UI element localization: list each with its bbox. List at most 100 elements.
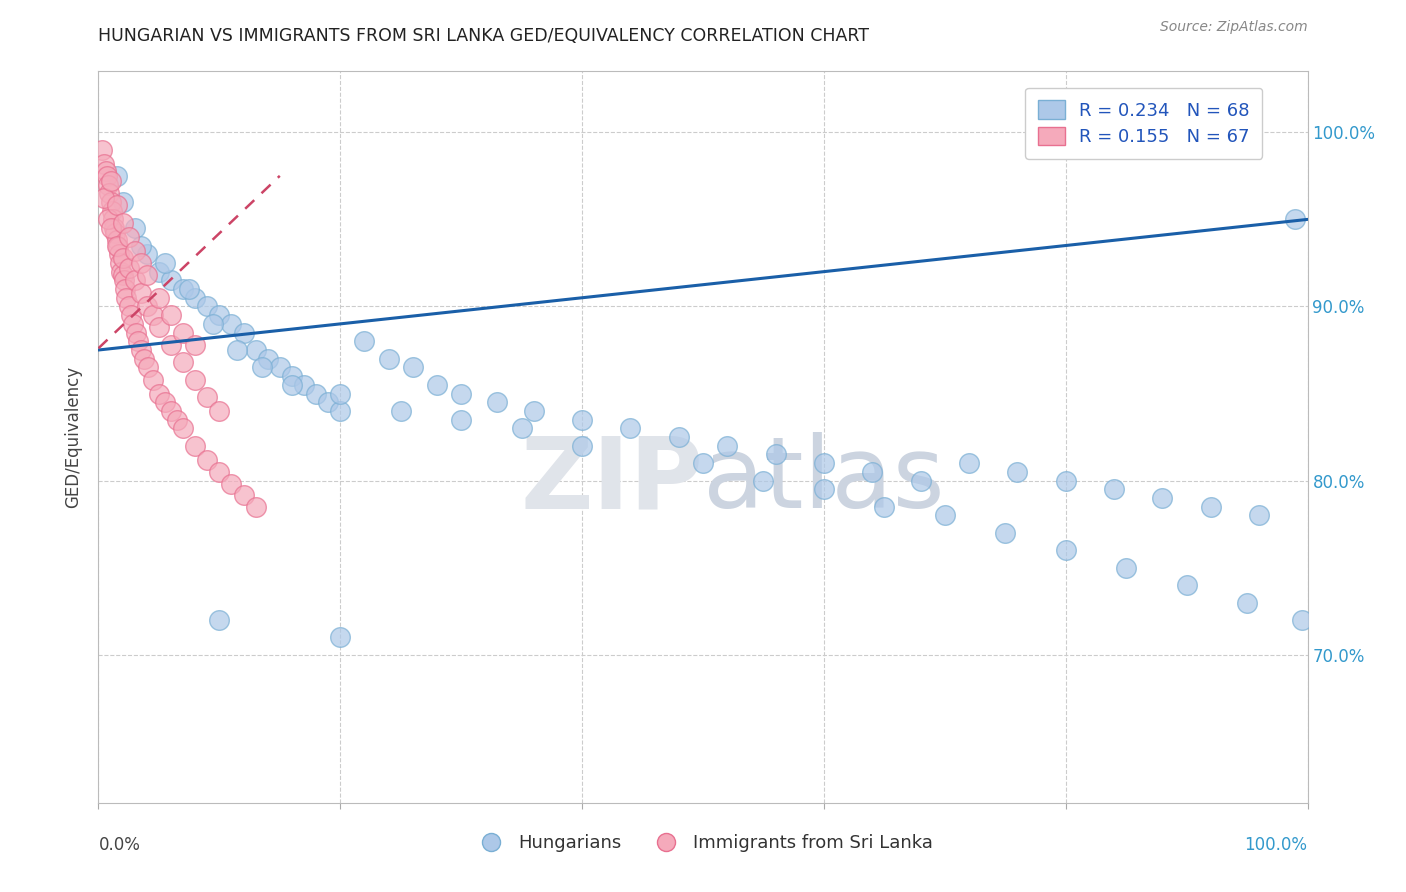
Point: [111, 216, 134, 230]
Point: [1054, 543, 1077, 558]
Point: [108, 256, 131, 270]
Point: [118, 300, 141, 314]
Point: [101, 212, 124, 227]
Point: [245, 500, 267, 514]
Point: [124, 221, 146, 235]
Point: [692, 456, 714, 470]
Point: [135, 268, 157, 282]
Point: [353, 334, 375, 349]
Point: [124, 244, 146, 258]
Point: [184, 373, 207, 387]
Point: [957, 456, 980, 470]
Point: [184, 338, 207, 352]
Text: 0.0%: 0.0%: [98, 837, 141, 855]
Point: [135, 300, 157, 314]
Point: [91, 143, 114, 157]
Point: [256, 351, 278, 366]
Point: [135, 247, 157, 261]
Point: [994, 525, 1017, 540]
Point: [910, 474, 932, 488]
Point: [232, 487, 254, 501]
Point: [450, 412, 472, 426]
Point: [100, 203, 122, 218]
Point: [221, 317, 243, 331]
Text: atlas: atlas: [703, 433, 945, 530]
Point: [208, 465, 231, 479]
Point: [195, 300, 218, 314]
Point: [668, 430, 690, 444]
Point: [221, 477, 243, 491]
Point: [93, 192, 115, 206]
Point: [813, 483, 835, 497]
Point: [195, 452, 218, 467]
Point: [571, 412, 593, 426]
Point: [148, 291, 170, 305]
Point: [172, 282, 194, 296]
Point: [179, 282, 201, 296]
Point: [813, 456, 835, 470]
Point: [208, 404, 231, 418]
Point: [426, 377, 449, 392]
Point: [108, 247, 131, 261]
Point: [250, 360, 273, 375]
Text: 100.0%: 100.0%: [1244, 837, 1308, 855]
Point: [118, 261, 141, 276]
Point: [111, 268, 134, 282]
Point: [1115, 560, 1137, 574]
Point: [329, 404, 352, 418]
Legend: Hungarians, Immigrants from Sri Lanka: Hungarians, Immigrants from Sri Lanka: [465, 827, 941, 860]
Point: [1152, 491, 1174, 505]
Point: [111, 251, 134, 265]
Point: [97, 178, 120, 192]
Point: [153, 256, 176, 270]
Point: [232, 326, 254, 340]
Point: [292, 377, 315, 392]
Point: [1236, 595, 1258, 609]
Point: [111, 194, 134, 209]
Point: [122, 317, 145, 331]
Point: [450, 386, 472, 401]
Point: [160, 404, 183, 418]
Point: [129, 285, 152, 300]
Point: [105, 233, 128, 247]
Point: [765, 448, 787, 462]
Point: [226, 343, 249, 357]
Point: [716, 439, 738, 453]
Point: [402, 360, 425, 375]
Point: [281, 369, 304, 384]
Text: HUNGARIAN VS IMMIGRANTS FROM SRI LANKA GED/EQUIVALENCY CORRELATION CHART: HUNGARIAN VS IMMIGRANTS FROM SRI LANKA G…: [98, 27, 869, 45]
Point: [1199, 500, 1222, 514]
Point: [120, 308, 142, 322]
Point: [114, 282, 136, 296]
Point: [202, 317, 225, 331]
Point: [129, 238, 152, 252]
Point: [305, 386, 328, 401]
Point: [94, 163, 117, 178]
Point: [195, 390, 218, 404]
Point: [124, 273, 146, 287]
Point: [100, 174, 122, 188]
Point: [619, 421, 641, 435]
Point: [1249, 508, 1271, 523]
Point: [208, 308, 231, 322]
Point: [184, 291, 207, 305]
Point: [172, 421, 194, 435]
Point: [125, 326, 148, 340]
Point: [269, 360, 291, 375]
Point: [103, 221, 125, 235]
Point: [160, 308, 183, 322]
Point: [571, 439, 593, 453]
Point: [96, 169, 118, 183]
Point: [184, 439, 207, 453]
Point: [281, 377, 304, 392]
Point: [389, 404, 412, 418]
Point: [1102, 483, 1125, 497]
Point: [107, 240, 129, 254]
Point: [873, 500, 896, 514]
Point: [172, 355, 194, 369]
Text: Source: ZipAtlas.com: Source: ZipAtlas.com: [1160, 21, 1308, 34]
Point: [142, 373, 165, 387]
Point: [98, 186, 121, 201]
Point: [1291, 613, 1313, 627]
Y-axis label: GED/Equivalency: GED/Equivalency: [65, 366, 83, 508]
